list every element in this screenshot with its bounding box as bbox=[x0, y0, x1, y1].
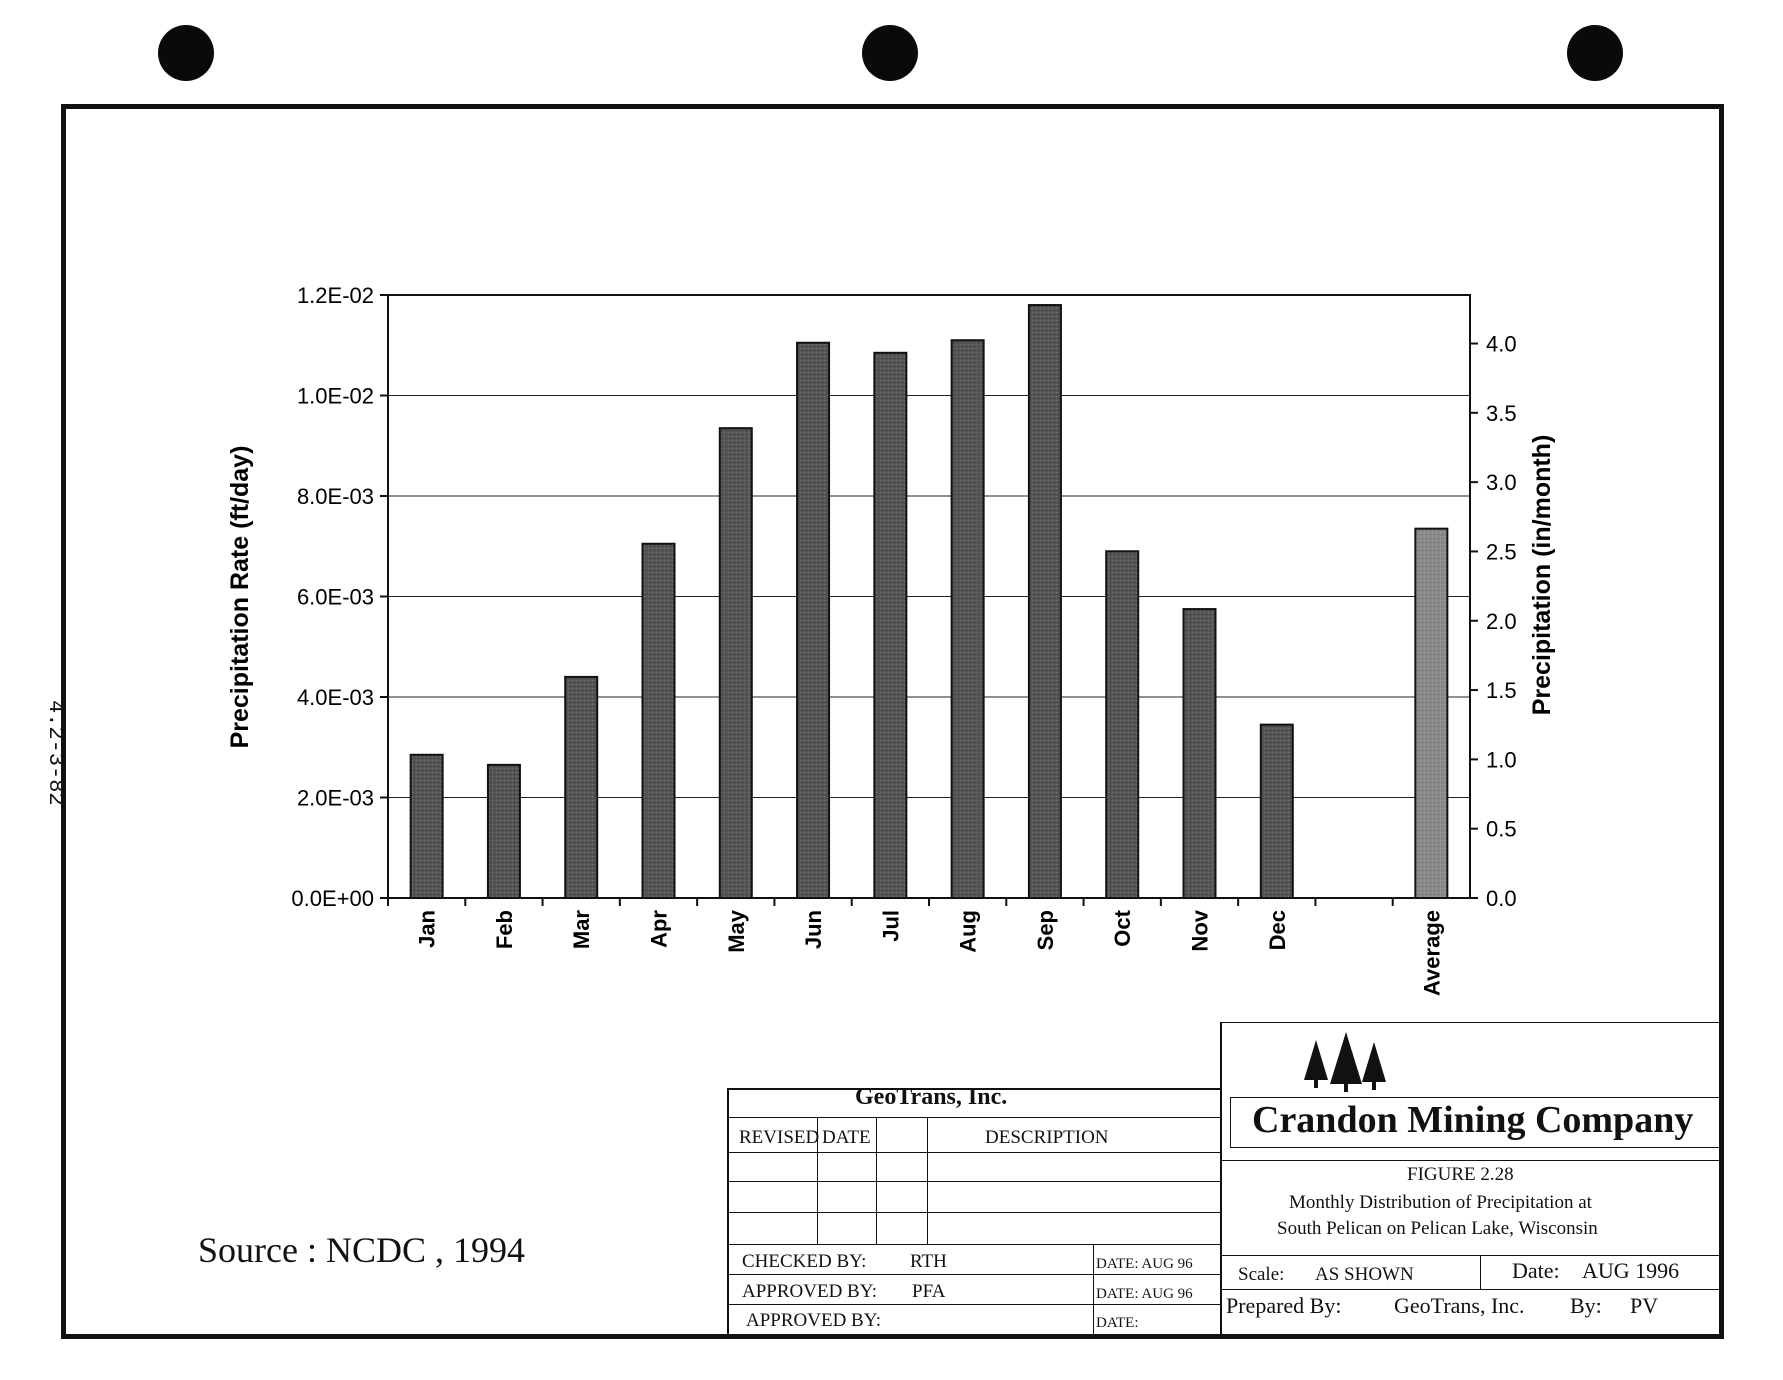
y2-tick-label: 0.0 bbox=[1486, 886, 1517, 911]
bar-dec bbox=[1259, 723, 1294, 900]
x-tick-label: Jul bbox=[878, 910, 903, 942]
x-tick-label: Mar bbox=[569, 910, 594, 950]
client-name: Crandon Mining Company bbox=[1252, 1099, 1694, 1141]
by-label: By: bbox=[1570, 1293, 1602, 1318]
y-tick-label: 2.0E-03 bbox=[297, 786, 374, 811]
figure-number: FIGURE 2.28 bbox=[1407, 1164, 1514, 1185]
x-tick-label: Sep bbox=[1033, 910, 1058, 950]
y-tick-label: 8.0E-03 bbox=[297, 484, 374, 509]
bar-jul bbox=[873, 351, 908, 900]
x-tick-label: Aug bbox=[956, 910, 981, 953]
scale-value: AS SHOWN bbox=[1315, 1264, 1414, 1285]
bar-apr bbox=[641, 542, 676, 899]
col-description: DESCRIPTION bbox=[985, 1127, 1109, 1148]
bar-aug bbox=[950, 339, 985, 900]
bar-may bbox=[718, 427, 753, 899]
y-tick-label: 6.0E-03 bbox=[297, 585, 374, 610]
prepared-label: Prepared By: bbox=[1226, 1293, 1342, 1318]
y2-tick-label: 3.5 bbox=[1486, 401, 1517, 426]
bar-nov bbox=[1182, 608, 1217, 899]
page-frame bbox=[61, 104, 1724, 1339]
figure-title-line1: Monthly Distribution of Precipitation at bbox=[1289, 1192, 1592, 1213]
y2-axis-label: Precipitation (in/month) bbox=[1528, 435, 1556, 716]
x-tick-label: Jun bbox=[801, 910, 826, 949]
x-axis-ticks: Jan Feb Mar Apr May Jun Jul Aug Sep Oct Nov Dec Aver… bbox=[387, 898, 1444, 996]
x-tick-label: Apr bbox=[647, 910, 672, 948]
x-tick-label: Oct bbox=[1110, 909, 1135, 946]
y2-tick-label: 1.5 bbox=[1486, 678, 1517, 703]
y2-tick-label: 0.5 bbox=[1486, 817, 1517, 842]
approved-date: DATE: AUG 96 bbox=[1096, 1286, 1193, 1302]
y-tick-label: 1.0E-02 bbox=[297, 384, 374, 409]
tree-logo-icon bbox=[1304, 1032, 1386, 1092]
figure-title-line2: South Pelican on Pelican Lake, Wisconsin bbox=[1277, 1218, 1598, 1239]
y-tick-label: 0.0E+00 bbox=[291, 886, 374, 911]
x-tick-label: Dec bbox=[1265, 910, 1290, 950]
y2-tick-label: 4.0 bbox=[1486, 332, 1517, 357]
x-tick-label: Feb bbox=[492, 910, 517, 949]
col-date: DATE bbox=[822, 1127, 871, 1148]
y2-tick-label: 2.5 bbox=[1486, 539, 1517, 564]
approved-by-label: APPROVED BY: bbox=[742, 1281, 877, 1302]
geotrans-heading: GeoTrans, Inc. bbox=[855, 1084, 1008, 1110]
source-note: Source : NCDC , 1994 bbox=[198, 1230, 525, 1270]
y2-tick-label: 1.0 bbox=[1486, 747, 1517, 772]
col-revised: REVISED bbox=[739, 1127, 820, 1148]
y-axis-label: Precipitation Rate (ft/day) bbox=[226, 446, 254, 749]
bar-jan bbox=[409, 753, 444, 899]
y2-tick-label: 2.0 bbox=[1486, 609, 1517, 634]
punch-hole-center bbox=[862, 25, 918, 81]
scale-label: Scale: bbox=[1238, 1264, 1285, 1285]
bar-jun bbox=[796, 341, 831, 899]
approved-by: PFA bbox=[912, 1281, 946, 1302]
approved-by2-label: APPROVED BY: bbox=[746, 1310, 881, 1331]
y-tick-label: 1.2E-02 bbox=[297, 283, 374, 308]
bar-feb bbox=[486, 763, 521, 900]
x-tick-label: Average bbox=[1419, 910, 1444, 996]
x-tick-label: Nov bbox=[1188, 909, 1213, 951]
checked-by-label: CHECKED BY: bbox=[742, 1251, 867, 1272]
bars bbox=[409, 304, 1449, 900]
date-label: Date: bbox=[1512, 1258, 1560, 1283]
punch-hole-left bbox=[158, 25, 214, 81]
checked-by: RTH bbox=[910, 1251, 947, 1272]
bar-mar bbox=[564, 675, 599, 900]
y-tick-label: 4.0E-03 bbox=[297, 685, 374, 710]
checked-date: DATE: AUG 96 bbox=[1096, 1256, 1193, 1272]
bar-sep bbox=[1027, 304, 1062, 899]
approved-date2: DATE: bbox=[1096, 1315, 1139, 1331]
bar-average bbox=[1414, 527, 1449, 899]
x-tick-label: May bbox=[724, 909, 749, 953]
x-tick-label: Jan bbox=[415, 910, 440, 948]
right-axis-ticks: 0.0 0.5 1.0 1.5 2.0 2.5 3.0 3.5 4.0 bbox=[1470, 332, 1517, 911]
left-axis-ticks: 0.0E+00 2.0E-03 4.0E-03 6.0E-03 8.0E-03 1.0E-… bbox=[291, 283, 388, 911]
by-value: PV bbox=[1630, 1293, 1659, 1318]
date-value: AUG 1996 bbox=[1582, 1258, 1680, 1283]
gridlines bbox=[388, 395, 1470, 798]
precipitation-bar-chart: 0.0E+00 2.0E-03 4.0E-03 6.0E-03 8.0E-03 1.0E-… bbox=[226, 283, 1556, 996]
y2-tick-label: 3.0 bbox=[1486, 470, 1517, 495]
bar-oct bbox=[1105, 550, 1140, 900]
prepared-value: GeoTrans, Inc. bbox=[1394, 1293, 1525, 1318]
punch-hole-right bbox=[1567, 25, 1623, 81]
